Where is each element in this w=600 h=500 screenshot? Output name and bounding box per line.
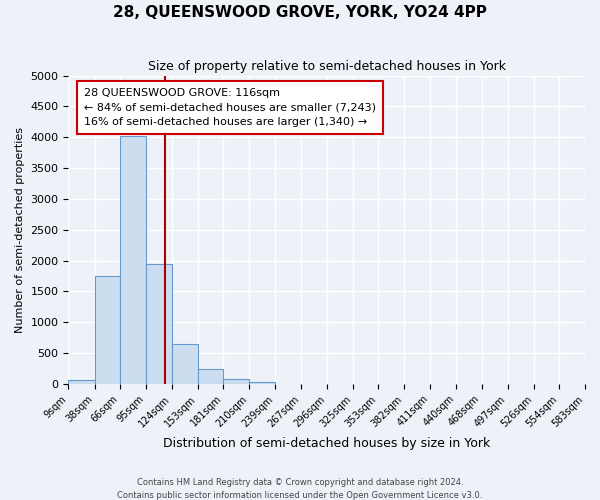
Bar	[68, 380, 95, 384]
Bar	[198, 369, 223, 384]
Bar	[223, 379, 250, 384]
X-axis label: Distribution of semi-detached houses by size in York: Distribution of semi-detached houses by …	[163, 437, 490, 450]
Title: Size of property relative to semi-detached houses in York: Size of property relative to semi-detach…	[148, 60, 506, 73]
Text: 28, QUEENSWOOD GROVE, YORK, YO24 4PP: 28, QUEENSWOOD GROVE, YORK, YO24 4PP	[113, 5, 487, 20]
Bar	[120, 136, 146, 384]
Y-axis label: Number of semi-detached properties: Number of semi-detached properties	[15, 127, 25, 333]
Bar	[95, 276, 120, 384]
Bar	[172, 344, 198, 384]
Text: Contains HM Land Registry data © Crown copyright and database right 2024.
Contai: Contains HM Land Registry data © Crown c…	[118, 478, 482, 500]
Bar	[146, 264, 172, 384]
Bar	[250, 382, 275, 384]
Text: 28 QUEENSWOOD GROVE: 116sqm
← 84% of semi-detached houses are smaller (7,243)
16: 28 QUEENSWOOD GROVE: 116sqm ← 84% of sem…	[84, 88, 376, 128]
